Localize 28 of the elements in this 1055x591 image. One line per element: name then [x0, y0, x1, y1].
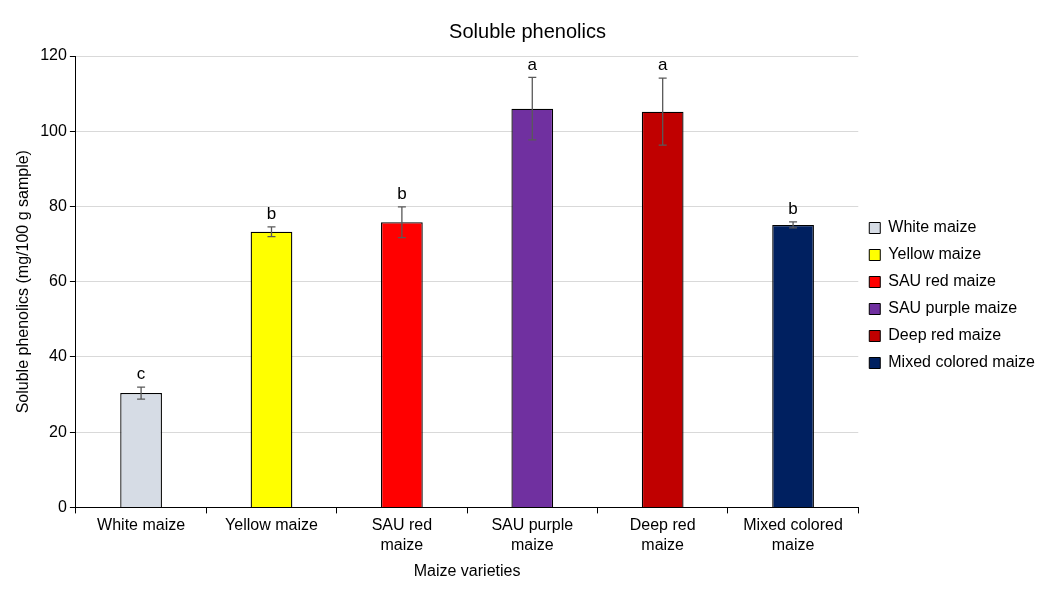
legend-label: White maize [888, 218, 977, 236]
y-tick-label: 120 [40, 46, 67, 64]
annotation: b [266, 203, 277, 223]
y-tick-label: 60 [49, 272, 67, 290]
legend-label: SAU red maize [888, 272, 996, 290]
x-tick-label: SAU purple maize [491, 516, 574, 553]
x-tick-label: Yellow maize [225, 516, 318, 534]
y-tick-label: 20 [49, 422, 67, 440]
annotation: a [527, 54, 538, 74]
legend-label: Deep red maize [888, 326, 1002, 344]
y-tick-label: 100 [40, 121, 67, 139]
x-axis-title: Maize varieties [413, 561, 521, 579]
chart-title: Soluble phenolics [449, 19, 606, 42]
legend-label: Mixed colored maize [888, 353, 1036, 371]
annotation: a [657, 55, 668, 75]
y-tick-label: 40 [49, 347, 67, 365]
x-tick-label: Mixed colored maize [743, 516, 843, 553]
x-tick-label: Deep red maize [629, 516, 696, 553]
y-tick-label: 0 [57, 497, 67, 515]
annotation: b [788, 199, 798, 219]
annotation: b [397, 184, 407, 204]
x-tick-label: SAU red maize [371, 516, 433, 553]
x-tick-label: White maize [97, 516, 186, 534]
annotation: c [136, 364, 146, 384]
y-tick-label: 80 [49, 196, 67, 214]
y-axis-title: Soluble phenolics (mg/100 g sample) [14, 150, 32, 414]
legend-label: Yellow maize [888, 245, 982, 263]
legend-label: SAU purple maize [888, 299, 1018, 317]
